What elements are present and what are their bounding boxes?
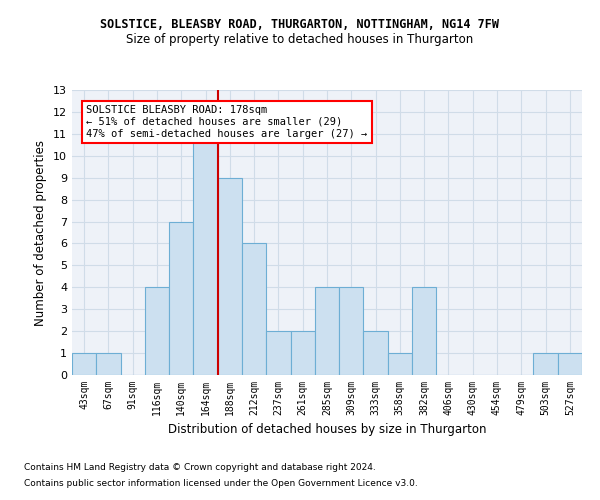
Text: SOLSTICE, BLEASBY ROAD, THURGARTON, NOTTINGHAM, NG14 7FW: SOLSTICE, BLEASBY ROAD, THURGARTON, NOTT… (101, 18, 499, 30)
Bar (169, 222, 193, 375)
Bar (242, 244, 266, 375)
Bar (364, 331, 388, 375)
Bar (388, 353, 412, 375)
Y-axis label: Number of detached properties: Number of detached properties (34, 140, 47, 326)
Text: SOLSTICE BLEASBY ROAD: 178sqm
← 51% of detached houses are smaller (29)
47% of s: SOLSTICE BLEASBY ROAD: 178sqm ← 51% of d… (86, 106, 367, 138)
Bar (533, 353, 558, 375)
Bar (290, 331, 315, 375)
Bar (339, 288, 364, 375)
Bar (558, 353, 582, 375)
Bar (193, 134, 218, 375)
Bar (96, 353, 121, 375)
X-axis label: Distribution of detached houses by size in Thurgarton: Distribution of detached houses by size … (168, 424, 486, 436)
Bar (412, 288, 436, 375)
Bar (218, 178, 242, 375)
Bar (315, 288, 339, 375)
Text: Contains HM Land Registry data © Crown copyright and database right 2024.: Contains HM Land Registry data © Crown c… (24, 464, 376, 472)
Text: Size of property relative to detached houses in Thurgarton: Size of property relative to detached ho… (127, 32, 473, 46)
Text: Contains public sector information licensed under the Open Government Licence v3: Contains public sector information licen… (24, 478, 418, 488)
Bar (266, 331, 290, 375)
Bar (145, 288, 169, 375)
Bar (72, 353, 96, 375)
